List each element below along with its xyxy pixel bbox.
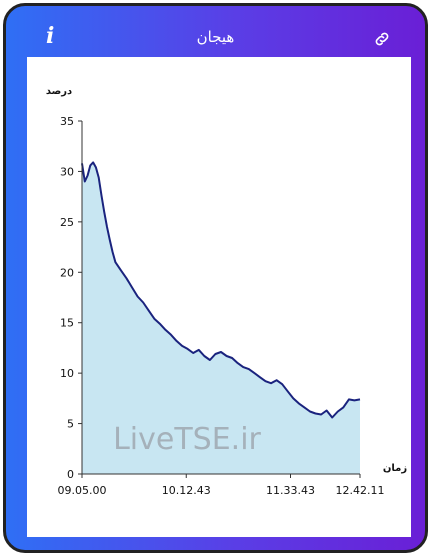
- y-tick-label: 5: [67, 418, 74, 431]
- x-axis-label: زمان: [383, 463, 407, 474]
- series-line: [81, 161, 361, 419]
- y-tick-label: 0: [67, 468, 74, 481]
- watermark: LiveTSE.ir: [113, 422, 261, 457]
- y-tick-label: 15: [60, 317, 74, 330]
- chart-panel: درصد زمان LiveTSE.ir 0 5 10 15 20 25 30 35 09.05…: [27, 57, 411, 537]
- app-card: i هیجان درصد زمان LiveTSE.ir 0 5 10 15 20 25 3…: [3, 3, 428, 553]
- x-tick-label: 12.42.11: [336, 484, 385, 497]
- x-tick-label: 09.05.00: [58, 484, 107, 497]
- y-tick-label: 30: [60, 165, 74, 178]
- y-tick-label: 20: [60, 266, 74, 279]
- y-axis-label: درصد: [46, 86, 72, 97]
- y-tick-label: 35: [60, 115, 74, 128]
- page-title: هیجان: [196, 28, 235, 46]
- area-chart: درصد زمان LiveTSE.ir 0 5 10 15 20 25 30 35 09.05…: [46, 86, 408, 497]
- y-tick-label: 10: [60, 367, 74, 380]
- x-tick-label: 11.33.43: [266, 484, 315, 497]
- info-icon[interactable]: i: [46, 23, 55, 49]
- link-icon[interactable]: [373, 30, 391, 48]
- header-bar: i هیجان: [6, 6, 425, 58]
- x-tick-label: 10.12.43: [162, 484, 211, 497]
- y-tick-label: 25: [60, 216, 74, 229]
